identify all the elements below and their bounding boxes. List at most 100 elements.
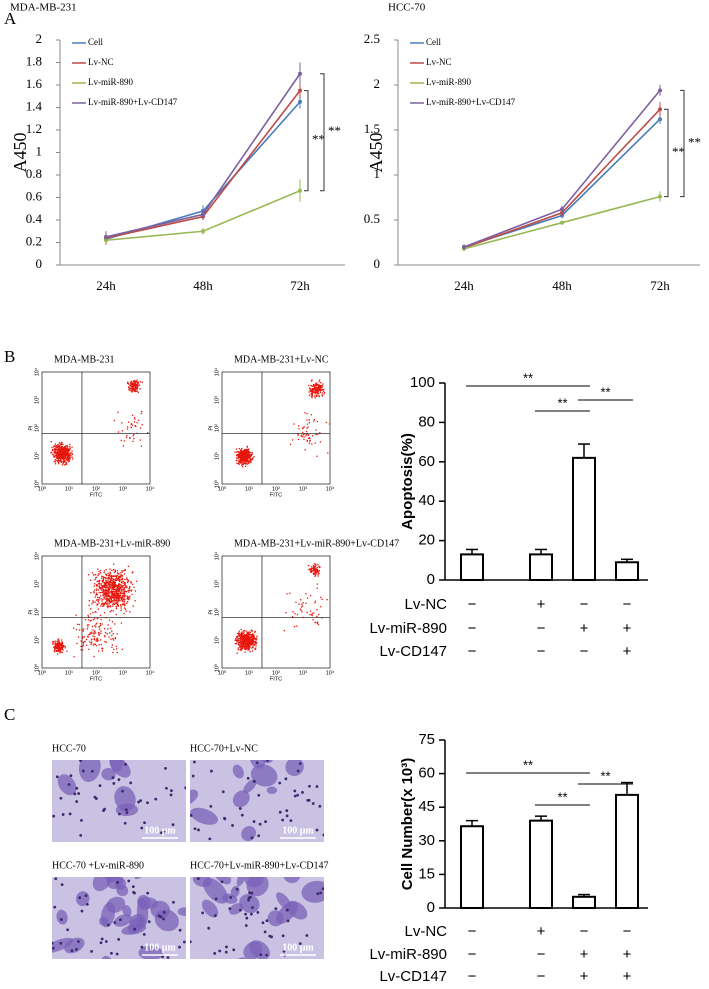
pore bbox=[316, 892, 319, 895]
event-dot bbox=[117, 603, 118, 604]
event-dot bbox=[118, 586, 119, 587]
y-tick-label: 1.5 bbox=[364, 121, 380, 136]
event-dot bbox=[320, 441, 321, 442]
condition-mark: + bbox=[580, 620, 589, 637]
event-dot bbox=[52, 454, 53, 455]
condition-label: Lv-miR-890 bbox=[369, 946, 447, 963]
condition-mark: − bbox=[468, 923, 477, 940]
pore bbox=[318, 805, 321, 808]
pore bbox=[59, 942, 62, 945]
event-dot bbox=[309, 422, 310, 423]
event-dot bbox=[246, 463, 247, 464]
event-dot bbox=[122, 583, 123, 584]
micrograph-title: HCC-70 +Lv-miR-890 bbox=[52, 860, 144, 871]
event-dot bbox=[118, 431, 119, 432]
event-dot bbox=[126, 587, 127, 588]
event-dot bbox=[239, 649, 240, 650]
condition-mark: − bbox=[537, 946, 546, 963]
event-dot bbox=[317, 564, 318, 565]
event-dot bbox=[94, 589, 95, 590]
event-dot bbox=[60, 456, 61, 457]
event-dot bbox=[88, 634, 89, 635]
event-dot bbox=[329, 423, 330, 424]
event-dot bbox=[123, 587, 124, 588]
marker bbox=[658, 107, 662, 111]
event-dot bbox=[138, 382, 139, 383]
y-tick-label: 60 bbox=[418, 453, 435, 470]
event-dot bbox=[141, 445, 142, 446]
pore bbox=[51, 942, 54, 945]
pore bbox=[297, 770, 300, 773]
event-dot bbox=[127, 581, 128, 582]
pore bbox=[165, 787, 168, 790]
event-dot bbox=[130, 581, 131, 582]
pore bbox=[210, 770, 213, 773]
event-dot bbox=[55, 452, 56, 453]
event-dot bbox=[112, 597, 113, 598]
event-dot bbox=[298, 428, 299, 429]
event-dot bbox=[116, 646, 117, 647]
event-dot bbox=[136, 389, 137, 390]
event-dot bbox=[112, 600, 113, 601]
event-dot bbox=[55, 463, 56, 464]
event-dot bbox=[76, 643, 77, 644]
event-dot bbox=[59, 444, 60, 445]
event-dot bbox=[139, 384, 140, 385]
pore bbox=[113, 921, 116, 924]
condition-mark: − bbox=[623, 596, 632, 613]
chart-title: MDA-MB-231 bbox=[10, 2, 77, 14]
pore bbox=[60, 918, 63, 921]
significance-label: ** bbox=[557, 395, 567, 410]
event-dot bbox=[241, 452, 242, 453]
event-dot bbox=[100, 595, 101, 596]
event-dot bbox=[136, 581, 137, 582]
event-dot bbox=[238, 638, 239, 639]
pore bbox=[256, 911, 259, 914]
pore bbox=[223, 817, 226, 820]
event-dot bbox=[123, 570, 124, 571]
event-dot bbox=[132, 388, 133, 389]
event-dot bbox=[102, 603, 103, 604]
event-dot bbox=[106, 574, 107, 575]
event-dot bbox=[240, 638, 241, 639]
event-dot bbox=[134, 417, 135, 418]
event-dot bbox=[128, 566, 129, 567]
marker bbox=[298, 189, 302, 193]
flow-x-tick: 10³ bbox=[299, 670, 307, 676]
event-dot bbox=[113, 569, 114, 570]
event-dot bbox=[306, 434, 307, 435]
event-dot bbox=[104, 586, 105, 587]
event-dot bbox=[131, 382, 132, 383]
pore bbox=[71, 949, 74, 952]
event-dot bbox=[128, 597, 129, 598]
event-dot bbox=[127, 601, 128, 602]
event-dot bbox=[247, 454, 248, 455]
event-dot bbox=[128, 384, 129, 385]
event-dot bbox=[108, 591, 109, 592]
event-dot bbox=[92, 572, 93, 573]
marker bbox=[298, 72, 302, 76]
event-dot bbox=[70, 453, 71, 454]
event-dot bbox=[305, 603, 306, 604]
event-dot bbox=[56, 650, 57, 651]
event-dot bbox=[314, 602, 315, 603]
flow-y-tick: 10² bbox=[214, 608, 220, 616]
event-dot bbox=[129, 596, 130, 597]
event-dot bbox=[115, 576, 116, 577]
event-dot bbox=[243, 451, 244, 452]
event-dot bbox=[53, 642, 54, 643]
event-dot bbox=[237, 653, 238, 654]
event-dot bbox=[96, 604, 97, 605]
event-dot bbox=[135, 387, 136, 388]
event-dot bbox=[317, 621, 318, 622]
event-dot bbox=[322, 392, 323, 393]
event-dot bbox=[105, 587, 106, 588]
event-dot bbox=[316, 396, 317, 397]
micrograph: HCC-70 +Lv-miR-890100 μm bbox=[42, 854, 191, 975]
condition-mark: + bbox=[537, 923, 546, 940]
event-dot bbox=[98, 599, 99, 600]
event-dot bbox=[251, 637, 252, 638]
event-dot bbox=[306, 431, 307, 432]
event-dot bbox=[246, 638, 247, 639]
event-dot bbox=[103, 597, 104, 598]
